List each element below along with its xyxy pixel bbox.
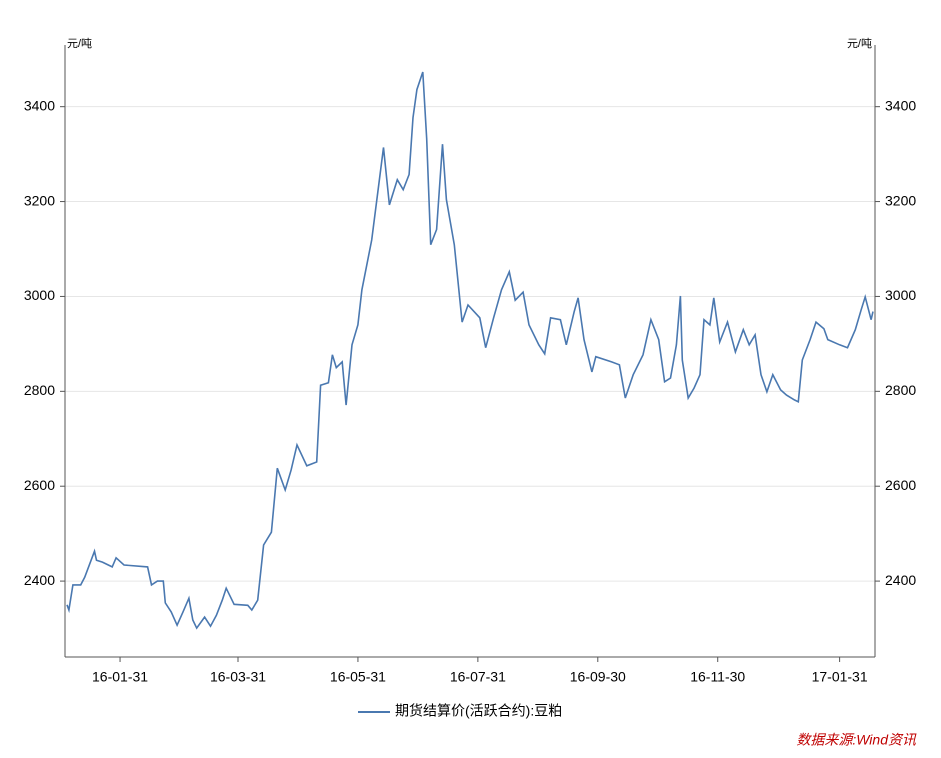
y-tick-label: 2800 <box>24 382 55 398</box>
x-tick-label: 16-07-31 <box>450 669 506 685</box>
x-tick-label: 17-01-31 <box>812 669 868 685</box>
legend-label: 期货结算价(活跃合约):豆粕 <box>395 703 562 719</box>
y-unit-right: 元/吨 <box>847 37 872 50</box>
y2-tick-label: 2600 <box>885 477 916 493</box>
source-note: 数据来源:Wind资讯 <box>796 732 917 748</box>
y2-tick-label: 3000 <box>885 287 916 303</box>
x-tick-label: 16-11-30 <box>690 669 745 685</box>
y-tick-label: 3200 <box>24 192 55 208</box>
x-tick-label: 16-09-30 <box>570 669 626 685</box>
y2-tick-label: 3400 <box>885 97 916 113</box>
series-line <box>66 71 874 630</box>
y-tick-label: 2400 <box>24 572 55 588</box>
y-tick-label: 3400 <box>24 97 55 113</box>
y-tick-label: 2600 <box>24 477 55 493</box>
y-unit-left: 元/吨 <box>67 37 92 50</box>
x-tick-label: 16-05-31 <box>330 669 386 685</box>
y2-tick-label: 3200 <box>885 192 916 208</box>
y-tick-label: 3000 <box>24 287 55 303</box>
x-tick-label: 16-01-31 <box>92 669 148 685</box>
y2-tick-label: 2400 <box>885 572 916 588</box>
x-tick-label: 16-03-31 <box>210 669 266 685</box>
y2-tick-label: 2800 <box>885 382 916 398</box>
